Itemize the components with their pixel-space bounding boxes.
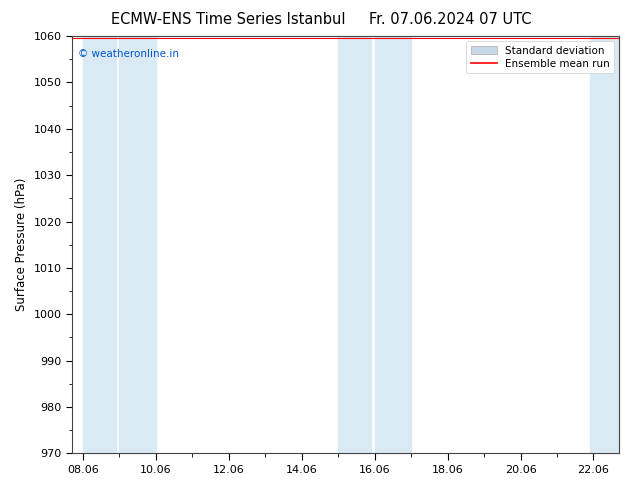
Text: ECMW-ENS Time Series Istanbul: ECMW-ENS Time Series Istanbul: [111, 12, 346, 27]
Text: © weatheronline.in: © weatheronline.in: [77, 49, 179, 59]
Y-axis label: Surface Pressure (hPa): Surface Pressure (hPa): [15, 178, 28, 311]
Bar: [83, 36, 116, 453]
Bar: [375, 36, 411, 453]
Bar: [339, 36, 371, 453]
Bar: [590, 36, 619, 453]
Legend: Standard deviation, Ensemble mean run: Standard deviation, Ensemble mean run: [467, 41, 614, 73]
Text: Fr. 07.06.2024 07 UTC: Fr. 07.06.2024 07 UTC: [369, 12, 531, 27]
Bar: [119, 36, 156, 453]
